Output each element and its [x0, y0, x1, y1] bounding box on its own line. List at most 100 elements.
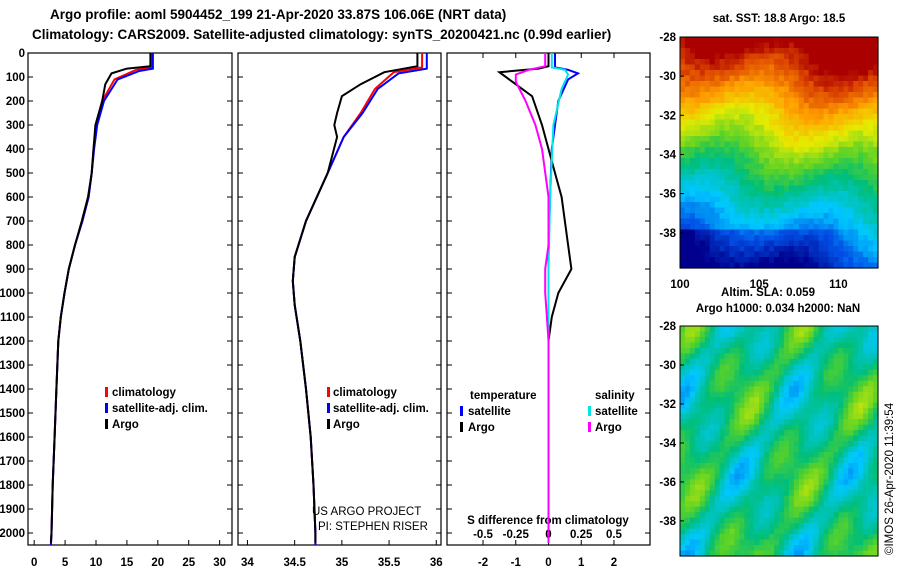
map-cell: [828, 435, 835, 442]
map-cell: [734, 158, 740, 165]
map-cell: [714, 479, 721, 486]
map-cell: [694, 506, 701, 513]
map-cell: [774, 42, 780, 49]
map-cell: [764, 235, 770, 242]
map-cell: [808, 424, 815, 431]
map-cell: [793, 224, 800, 231]
map-cell: [808, 42, 815, 49]
map-cell: [818, 473, 825, 480]
map-cell: [709, 419, 716, 426]
map-cell: [714, 158, 721, 165]
map-cell: [798, 397, 805, 404]
map-cell: [779, 130, 785, 137]
map-cell: [833, 336, 839, 344]
title-line-2: Climatology: CARS2009. Satellite-adjuste…: [32, 27, 612, 42]
map-cell: [838, 506, 844, 513]
map-cell: [699, 191, 706, 198]
map-cell: [848, 358, 854, 365]
map-cell: [709, 517, 716, 524]
map-cell: [704, 42, 711, 49]
map-cell: [774, 70, 780, 77]
map-cell: [724, 235, 731, 242]
map-cell: [729, 369, 736, 376]
map-cell: [704, 158, 711, 165]
map-cell: [833, 326, 839, 333]
map-cell: [818, 130, 825, 137]
map-cell: [739, 103, 745, 110]
map-cell: [858, 152, 864, 159]
map-cell: [838, 397, 844, 404]
map-cell: [724, 185, 731, 192]
map-cell: [779, 196, 785, 203]
map-cell: [684, 369, 691, 376]
map-cell: [783, 408, 790, 415]
map-cell: [680, 174, 686, 181]
map-cell: [838, 528, 844, 535]
map-cell: [764, 457, 770, 464]
map-cell: [694, 342, 701, 349]
map-cell: [853, 380, 859, 387]
map-cell: [689, 342, 696, 349]
map-cell: [803, 42, 810, 49]
map-cell: [734, 218, 740, 225]
map-cell: [714, 501, 721, 508]
map-cell: [858, 550, 864, 557]
legend-label: satellite-adj. clim.: [333, 403, 429, 415]
map-cell: [798, 441, 805, 448]
map-cell: [873, 369, 879, 376]
map-cell: [689, 136, 696, 143]
plot-frame: [27, 52, 233, 546]
map-cell: [739, 191, 745, 198]
map-cell: [754, 375, 760, 382]
map-cell: [798, 534, 805, 541]
map-cell: [873, 397, 879, 404]
map-cell: [724, 108, 731, 115]
map-cell: [858, 37, 864, 44]
map-cell: [724, 342, 731, 349]
map-cell: [858, 196, 864, 203]
map-cell: [828, 196, 835, 203]
map-cell: [838, 490, 844, 497]
map-cell: [709, 446, 716, 453]
map-cell: [774, 539, 780, 546]
map-cell: [868, 501, 874, 508]
map-cell: [838, 424, 844, 431]
map-cell: [734, 479, 740, 486]
map-cell: [744, 70, 750, 77]
map-cell: [813, 408, 820, 415]
map-cell: [729, 517, 736, 524]
map-cell: [709, 336, 716, 344]
map-cell: [699, 229, 706, 236]
map-cell: [818, 364, 825, 371]
map-cell: [709, 246, 716, 253]
map-cell: [783, 468, 790, 475]
map-cell: [719, 446, 726, 453]
map-cell: [744, 75, 750, 82]
map-cell: [803, 331, 810, 338]
map-cell: [769, 490, 775, 497]
map-cell: [774, 191, 780, 198]
map-cell: [848, 59, 854, 66]
x-tick-label: 35: [335, 557, 348, 569]
map-cell: [759, 70, 765, 77]
map-cell: [843, 235, 849, 242]
map-cell: [739, 169, 745, 176]
map-cell: [729, 70, 736, 77]
map-cell: [719, 141, 726, 148]
map-cell: [853, 169, 859, 176]
map-cell: [803, 523, 810, 530]
map-cell: [769, 397, 775, 404]
map-cell: [689, 251, 696, 258]
map-cell: [823, 451, 830, 459]
map-cell: [729, 375, 736, 382]
map-cell: [863, 441, 869, 448]
map-cell: [774, 240, 780, 247]
map-cell: [699, 501, 706, 508]
map-cell: [828, 413, 835, 420]
map-cell: [818, 479, 825, 486]
map-cell: [793, 163, 800, 170]
map-cell: [833, 413, 839, 420]
map-cell: [724, 364, 731, 371]
map-cell: [754, 473, 760, 480]
map-cell: [808, 59, 815, 66]
